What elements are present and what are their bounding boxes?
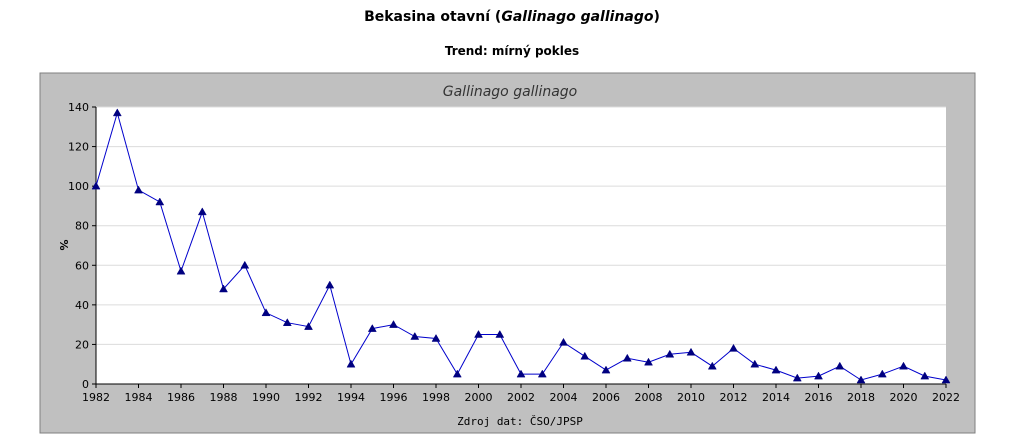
data-point (516, 369, 526, 378)
data-point (452, 369, 462, 378)
x-tick-label: 1986 (167, 391, 195, 404)
x-tick-label: 2004 (550, 391, 578, 404)
x-tick-label: 2000 (465, 391, 493, 404)
data-point (346, 359, 356, 368)
x-axis-label: Zdroj dat: ČSO/JPSP (457, 415, 583, 428)
plot-area (96, 107, 946, 384)
data-point (431, 333, 441, 342)
data-point (644, 357, 653, 366)
y-tick-label: 20 (75, 338, 89, 351)
x-tick-label: 1998 (422, 391, 450, 404)
x-tick-label: 2010 (677, 391, 705, 404)
y-tick-label: 40 (75, 299, 89, 312)
data-point (537, 369, 547, 378)
x-tick-label: 1982 (82, 391, 110, 404)
data-point (91, 181, 101, 190)
x-tick-label: 1994 (337, 391, 365, 404)
x-tick-label: 1988 (210, 391, 238, 404)
data-point (877, 369, 887, 378)
page-title: Bekasina otavní (Gallinago gallinago) (364, 9, 660, 25)
chart-title: Gallinago gallinago (443, 84, 578, 100)
x-tick-label: 1992 (295, 391, 323, 404)
data-point (282, 318, 292, 326)
data-point (389, 320, 398, 328)
y-tick-label: 0 (82, 378, 89, 391)
data-point (814, 371, 823, 380)
data-point (240, 260, 250, 269)
data-point (665, 349, 675, 358)
data-point (176, 266, 186, 275)
x-tick-label: 1996 (380, 391, 408, 404)
y-tick-label: 80 (75, 220, 89, 233)
data-point (750, 359, 760, 368)
data-point (559, 337, 568, 346)
x-tick-label: 2014 (762, 391, 790, 404)
x-tick-label: 1990 (252, 391, 280, 404)
y-tick-label: 60 (75, 259, 89, 272)
data-point (495, 329, 505, 338)
data-point (134, 185, 143, 194)
data-point (707, 361, 717, 370)
data-point (729, 343, 738, 352)
data-point (197, 207, 207, 216)
data-point (856, 375, 866, 384)
grid-lines (96, 106, 946, 345)
x-tick-label: 2022 (932, 391, 960, 404)
y-tick-label: 140 (68, 101, 89, 114)
x-tick-label: 2018 (847, 391, 875, 404)
x-tick-label: 2008 (635, 391, 663, 404)
data-point (325, 280, 335, 289)
y-tick-label: 100 (68, 180, 89, 193)
data-point (941, 375, 951, 384)
x-tick-label: 2002 (507, 391, 535, 404)
data-point (920, 371, 930, 380)
data-point (367, 324, 377, 332)
series-gallinago (91, 108, 951, 384)
data-point (899, 361, 908, 370)
data-point (474, 329, 483, 338)
data-point (304, 322, 313, 330)
data-point (686, 347, 696, 356)
x-tick-label: 2016 (805, 391, 833, 404)
data-point (261, 308, 271, 317)
data-point (792, 373, 802, 382)
data-point (219, 284, 228, 293)
data-point (601, 365, 611, 374)
x-tick-label: 2006 (592, 391, 620, 404)
data-point (155, 197, 165, 206)
x-tick-label: 2020 (890, 391, 918, 404)
data-point (835, 361, 845, 370)
data-point (771, 365, 781, 374)
page-subtitle: Trend: mírný pokles (444, 44, 580, 58)
data-point (112, 108, 122, 117)
x-tick-label: 1984 (125, 391, 153, 404)
data-point (410, 331, 420, 340)
x-tick-label: 2012 (720, 391, 748, 404)
data-point (580, 351, 590, 360)
x-tick-labels: 1982 1984 1986 1988 1990 1992 1994 1996 1998 2000… (82, 384, 960, 404)
y-axis-label: % (57, 239, 70, 250)
y-tick-label: 120 (68, 141, 89, 154)
y-tick-labels: 0 20 40 60 80 100 120 140 (68, 101, 96, 391)
data-point (622, 353, 632, 362)
